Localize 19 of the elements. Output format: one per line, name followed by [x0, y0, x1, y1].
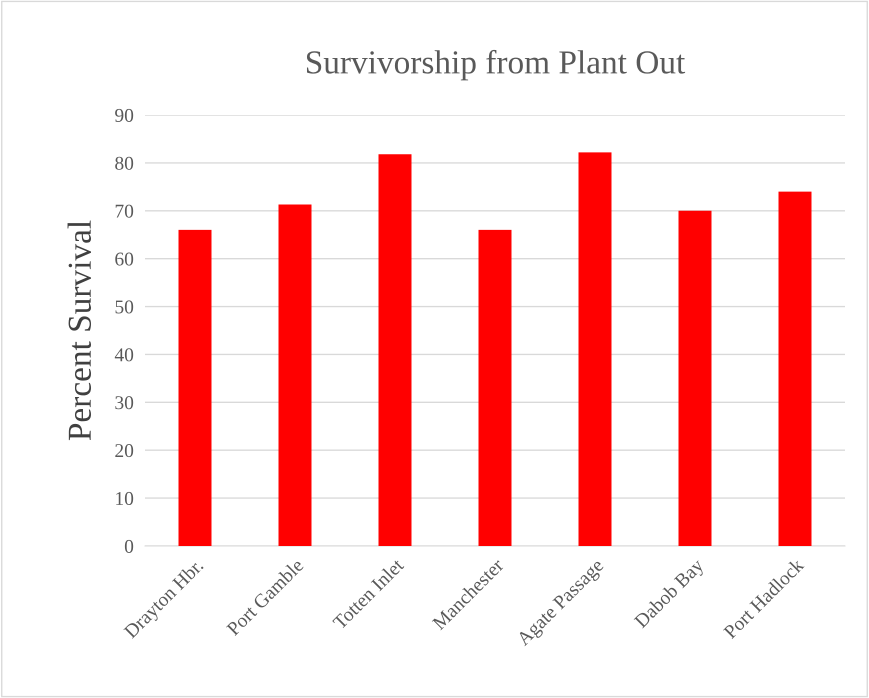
y-tick-label: 10 — [116, 492, 134, 506]
y-tick-label: 30 — [115, 396, 134, 410]
y-axis-title: Percent Survival — [68, 220, 92, 440]
y-tick-label: 70 — [116, 204, 134, 218]
y-tick-label: 80 — [115, 156, 134, 170]
bar — [278, 204, 312, 546]
chart-title: Survivorship from Plant Out — [306, 50, 686, 80]
bar — [578, 152, 612, 546]
y-tick-label: 90 — [115, 108, 134, 122]
bar — [178, 230, 212, 546]
bar — [378, 154, 412, 546]
bar — [478, 230, 512, 546]
y-tick-label: 20 — [115, 444, 134, 458]
y-tick-label: 0 — [124, 540, 134, 553]
y-tick-label: 40 — [114, 348, 134, 362]
bar — [678, 210, 712, 546]
y-tick-label: 50 — [116, 300, 134, 314]
y-tick-label: 60 — [115, 252, 134, 266]
bar — [778, 192, 812, 546]
